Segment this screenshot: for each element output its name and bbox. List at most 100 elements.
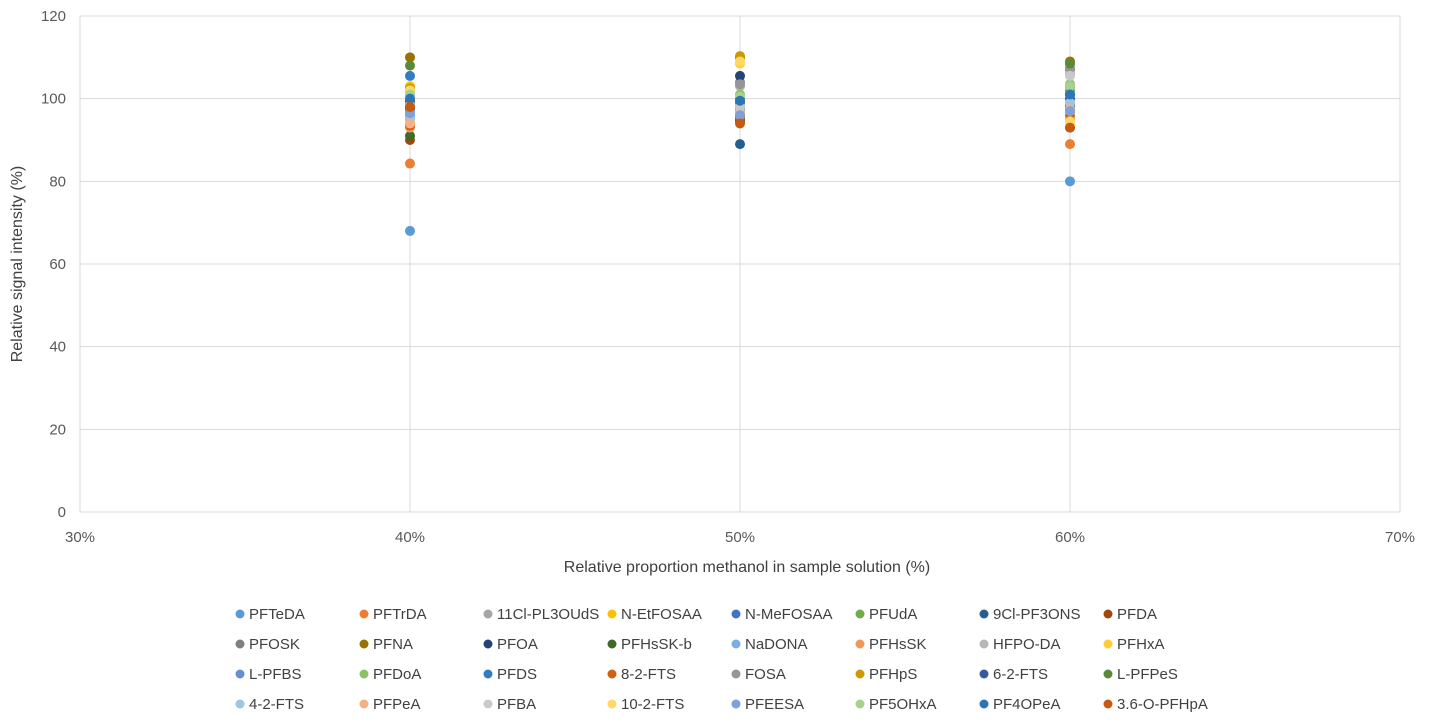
y-tick-label: 100 bbox=[41, 91, 66, 108]
legend-marker bbox=[979, 699, 989, 709]
legend-marker bbox=[235, 669, 245, 679]
y-tick-label: 20 bbox=[49, 421, 66, 438]
legend-label: PFOA bbox=[497, 636, 538, 653]
data-point-l-pfpes bbox=[405, 60, 415, 71]
legend-label: N-EtFOSAA bbox=[621, 606, 702, 623]
data-point-pf4opea bbox=[735, 95, 745, 106]
legend-label: 3.6-O-PFHpA bbox=[1117, 696, 1208, 713]
legend-marker bbox=[359, 669, 369, 679]
legend-label: PFPeA bbox=[373, 696, 421, 713]
legend-label: HFPO-DA bbox=[993, 636, 1061, 653]
legend-label: PF4OPeA bbox=[993, 696, 1061, 713]
legend-marker bbox=[855, 669, 865, 679]
data-point-pfoa bbox=[735, 70, 745, 81]
legend-label: 9Cl-PF3ONS bbox=[993, 606, 1081, 623]
legend-marker bbox=[607, 669, 617, 679]
legend-marker bbox=[483, 639, 493, 649]
legend-marker bbox=[607, 699, 617, 709]
legend-marker bbox=[483, 609, 493, 619]
data-points bbox=[405, 51, 1075, 236]
legend-marker bbox=[731, 639, 741, 649]
legend-marker bbox=[1103, 699, 1113, 709]
legend-marker bbox=[235, 639, 245, 649]
tick-labels: 0 20 40 60 80 100 120 30% 40% 50% 60% 70% bbox=[41, 8, 1415, 546]
data-point-pfteda bbox=[1065, 176, 1075, 187]
data-point-fosa bbox=[735, 79, 745, 90]
data-point-10-2-fts bbox=[735, 56, 745, 67]
x-tick-label: 70% bbox=[1385, 529, 1415, 546]
legend-marker bbox=[359, 639, 369, 649]
legend-label: PFDA bbox=[1117, 606, 1157, 623]
legend-marker bbox=[359, 609, 369, 619]
legend: PFTeDA PFTrDA 11Cl-PL3OUdS N-EtFOSAA N-MeFOS… bbox=[235, 606, 1208, 713]
x-tick-label: 60% bbox=[1055, 529, 1085, 546]
legend-label: FOSA bbox=[745, 666, 786, 683]
x-tick-label: 40% bbox=[395, 529, 425, 546]
legend-label: NaDONA bbox=[745, 636, 808, 653]
data-point-pfhssk-b bbox=[405, 130, 415, 141]
y-tick-label: 0 bbox=[58, 504, 66, 521]
legend-label: PFTrDA bbox=[373, 606, 427, 623]
data-point-3-6-o-pfhpa bbox=[735, 118, 745, 129]
legend-label: L-PFBS bbox=[249, 666, 302, 683]
legend-marker bbox=[731, 669, 741, 679]
legend-label: PFBA bbox=[497, 696, 536, 713]
legend-label: PFDS bbox=[497, 666, 537, 683]
legend-label: PFTeDA bbox=[249, 606, 305, 623]
legend-label: PFNA bbox=[373, 636, 413, 653]
data-point-pfds bbox=[405, 70, 415, 81]
y-tick-label: 40 bbox=[49, 339, 66, 356]
data-point-l-pfpes bbox=[1065, 58, 1075, 69]
y-tick-label: 120 bbox=[41, 8, 66, 25]
legend-label: PFEESA bbox=[745, 696, 804, 713]
legend-label: 8-2-FTS bbox=[621, 666, 676, 683]
legend-marker bbox=[359, 699, 369, 709]
y-axis-title: Relative signal intensity (%) bbox=[9, 166, 26, 363]
legend-label: 11Cl-PL3OUdS bbox=[497, 606, 599, 623]
legend-marker bbox=[607, 609, 617, 619]
legend-marker bbox=[1103, 669, 1113, 679]
legend-label: N-MeFOSAA bbox=[745, 606, 833, 623]
data-point-3-6-o-pfhpa bbox=[405, 101, 415, 112]
data-point-pf4opea bbox=[1065, 89, 1075, 100]
legend-label: 6-2-FTS bbox=[993, 666, 1048, 683]
legend-marker bbox=[483, 669, 493, 679]
legend-marker bbox=[1103, 639, 1113, 649]
data-point-pftrda bbox=[1065, 139, 1075, 150]
x-tick-label: 50% bbox=[725, 529, 755, 546]
legend-label: PFHpS bbox=[869, 666, 917, 683]
data-point-9cl-pf3ons bbox=[735, 139, 745, 150]
data-point-pf5ohxa bbox=[1065, 81, 1075, 92]
legend-label: 4-2-FTS bbox=[249, 696, 304, 713]
x-axis-title: Relative proportion methanol in sample s… bbox=[564, 559, 930, 576]
legend-marker bbox=[235, 609, 245, 619]
legend-marker bbox=[855, 699, 865, 709]
legend-label: 10-2-FTS bbox=[621, 696, 684, 713]
legend-label: L-PFPeS bbox=[1117, 666, 1178, 683]
legend-marker bbox=[1103, 609, 1113, 619]
legend-marker bbox=[979, 639, 989, 649]
y-tick-label: 60 bbox=[49, 256, 66, 273]
legend-marker bbox=[607, 639, 617, 649]
legend-marker bbox=[979, 609, 989, 619]
data-point-3-6-o-pfhpa bbox=[1065, 122, 1075, 133]
data-point-pfpea bbox=[405, 118, 415, 129]
data-point-pfna bbox=[405, 52, 415, 63]
legend-marker bbox=[235, 699, 245, 709]
data-point-pf4opea bbox=[405, 93, 415, 104]
legend-label: PFDoA bbox=[373, 666, 421, 683]
legend-label: PFHxA bbox=[1117, 636, 1165, 653]
legend-marker bbox=[731, 609, 741, 619]
data-point-pfeesa bbox=[1065, 106, 1075, 117]
legend-marker bbox=[855, 639, 865, 649]
legend-label: PFHsSK bbox=[869, 636, 927, 653]
legend-marker bbox=[483, 699, 493, 709]
data-point-pfteda bbox=[405, 225, 415, 236]
legend-label: PFUdA bbox=[869, 606, 917, 623]
data-point-pfeesa bbox=[735, 110, 745, 121]
x-tick-label: 30% bbox=[65, 529, 95, 546]
legend-label: PFOSK bbox=[249, 636, 300, 653]
data-point-pftrda bbox=[405, 158, 415, 169]
